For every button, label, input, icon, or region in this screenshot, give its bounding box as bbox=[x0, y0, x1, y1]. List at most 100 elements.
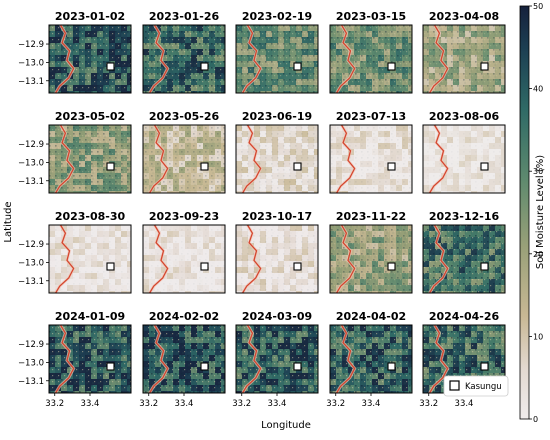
district-boundary bbox=[429, 324, 449, 394]
y-tick-label: −12.9 bbox=[18, 140, 44, 150]
legend-label: Kasungu bbox=[465, 382, 502, 392]
kasungu-marker bbox=[200, 162, 209, 171]
map-panel: 2023-03-15 bbox=[329, 10, 413, 94]
map-panel: 2023-01-26 bbox=[142, 10, 226, 94]
x-axis-label: Longitude bbox=[261, 420, 311, 431]
district-boundary bbox=[55, 24, 75, 94]
kasungu-marker bbox=[480, 162, 489, 171]
kasungu-marker bbox=[387, 162, 396, 171]
panel-title: 2023-05-26 bbox=[149, 110, 220, 123]
map-panel: 2023-06-19 bbox=[235, 110, 319, 194]
panel-title: 2023-02-19 bbox=[242, 10, 312, 23]
kasungu-marker bbox=[480, 362, 489, 371]
kasungu-marker bbox=[200, 262, 209, 271]
kasungu-marker bbox=[387, 262, 396, 271]
kasungu-marker bbox=[293, 362, 302, 371]
panel-frame bbox=[422, 224, 506, 294]
panel-title: 2023-06-19 bbox=[242, 110, 312, 123]
kasungu-marker bbox=[106, 362, 115, 371]
panel-title: 2023-12-16 bbox=[429, 210, 500, 223]
panel-title: 2023-08-06 bbox=[429, 110, 500, 123]
panel-frame bbox=[142, 124, 226, 194]
panel-frame bbox=[329, 24, 413, 94]
x-tick-label: 33.4 bbox=[362, 399, 381, 409]
map-panel: 2023-11-22 bbox=[329, 210, 413, 294]
map-panel: 2023-07-13 bbox=[329, 110, 413, 194]
map-panel: 2023-08-06 bbox=[422, 110, 506, 194]
kasungu-marker bbox=[293, 262, 302, 271]
x-tick-label: 33.4 bbox=[81, 399, 100, 409]
panel-frame bbox=[422, 24, 506, 94]
panel-title: 2024-04-02 bbox=[336, 310, 406, 323]
panel-frame bbox=[422, 124, 506, 194]
panel-frame bbox=[142, 24, 226, 94]
district-boundary bbox=[429, 224, 449, 294]
kasungu-marker bbox=[293, 62, 302, 71]
x-tick-label: 33.2 bbox=[232, 399, 251, 409]
panel-title: 2024-01-09 bbox=[55, 310, 125, 323]
y-tick-label: −13.1 bbox=[18, 377, 44, 387]
y-tick-label: −12.9 bbox=[18, 240, 44, 250]
kasungu-marker bbox=[387, 362, 396, 371]
district-boundary bbox=[336, 324, 356, 394]
kasungu-marker bbox=[480, 62, 489, 71]
colorbar-tick-label: 20 bbox=[533, 250, 543, 259]
colorbar-tick-label: 10 bbox=[533, 332, 543, 341]
panel-title: 2024-03-09 bbox=[242, 310, 312, 323]
panel-title: 2023-01-26 bbox=[149, 10, 220, 23]
panel-frame bbox=[142, 224, 226, 294]
panel-frame bbox=[48, 24, 132, 94]
panel-title: 2023-05-02 bbox=[55, 110, 125, 123]
map-panel: 2024-04-26 33.2 33.4 bbox=[419, 310, 506, 409]
district-boundary bbox=[149, 124, 169, 194]
panel-title: 2023-07-13 bbox=[336, 110, 406, 123]
map-panel: 2023-02-19 bbox=[235, 10, 319, 94]
y-tick-label: −13.1 bbox=[18, 177, 44, 187]
district-boundary bbox=[242, 324, 262, 394]
district-boundary bbox=[242, 124, 262, 194]
legend-marker bbox=[449, 380, 460, 391]
kasungu-marker bbox=[200, 62, 209, 71]
district-boundary bbox=[242, 224, 262, 294]
panel-frame bbox=[329, 224, 413, 294]
map-panel: 2024-01-09 −12.9 −13.0 −13.1 33.2 33.4 bbox=[18, 310, 132, 409]
map-panel: 2023-09-23 bbox=[142, 210, 226, 294]
x-tick-label: 33.2 bbox=[139, 399, 158, 409]
map-panel: 2024-04-02 33.2 33.4 bbox=[326, 310, 413, 409]
x-tick-label: 33.4 bbox=[455, 399, 474, 409]
map-panel: 2023-05-26 bbox=[142, 110, 226, 194]
y-tick-label: −13.0 bbox=[18, 158, 44, 168]
colorbar-ticks: 0 10 20 30 40 50 bbox=[529, 2, 543, 424]
district-boundary bbox=[429, 124, 449, 194]
panel-frame bbox=[48, 224, 132, 294]
district-boundary bbox=[429, 24, 449, 94]
map-panel: 2023-01-02 −12.9 −13.0 −13.1 bbox=[18, 10, 132, 94]
panel-title: 2023-11-22 bbox=[336, 210, 406, 223]
panel-title: 2023-01-02 bbox=[55, 10, 125, 23]
y-tick-label: −13.0 bbox=[18, 358, 44, 368]
y-tick-label: −13.1 bbox=[18, 77, 44, 87]
map-panel: 2023-05-02 −12.9 −13.0 −13.1 bbox=[18, 110, 132, 194]
colorbar-tick-label: 40 bbox=[533, 85, 543, 94]
panel-title: 2023-10-17 bbox=[242, 210, 312, 223]
district-boundary bbox=[149, 324, 169, 394]
kasungu-marker bbox=[480, 262, 489, 271]
y-tick-label: −12.9 bbox=[18, 40, 44, 50]
y-tick-label: −13.1 bbox=[18, 277, 44, 287]
x-tick-label: 33.2 bbox=[326, 399, 345, 409]
colorbar-tick-label: 50 bbox=[533, 2, 543, 11]
panel-frame bbox=[235, 224, 319, 294]
district-boundary bbox=[336, 24, 356, 94]
colorbar-tick-label: 30 bbox=[533, 167, 543, 176]
x-tick-label: 33.4 bbox=[175, 399, 194, 409]
legend-box bbox=[443, 375, 509, 397]
y-tick-label: −12.9 bbox=[18, 340, 44, 350]
panel-title: 2024-02-02 bbox=[149, 310, 219, 323]
kasungu-marker bbox=[106, 262, 115, 271]
panel-frame bbox=[48, 124, 132, 194]
y-tick-label: −13.0 bbox=[18, 58, 44, 68]
kasungu-marker bbox=[106, 162, 115, 171]
district-boundary bbox=[242, 24, 262, 94]
y-axis-label: Latitude bbox=[3, 201, 14, 242]
